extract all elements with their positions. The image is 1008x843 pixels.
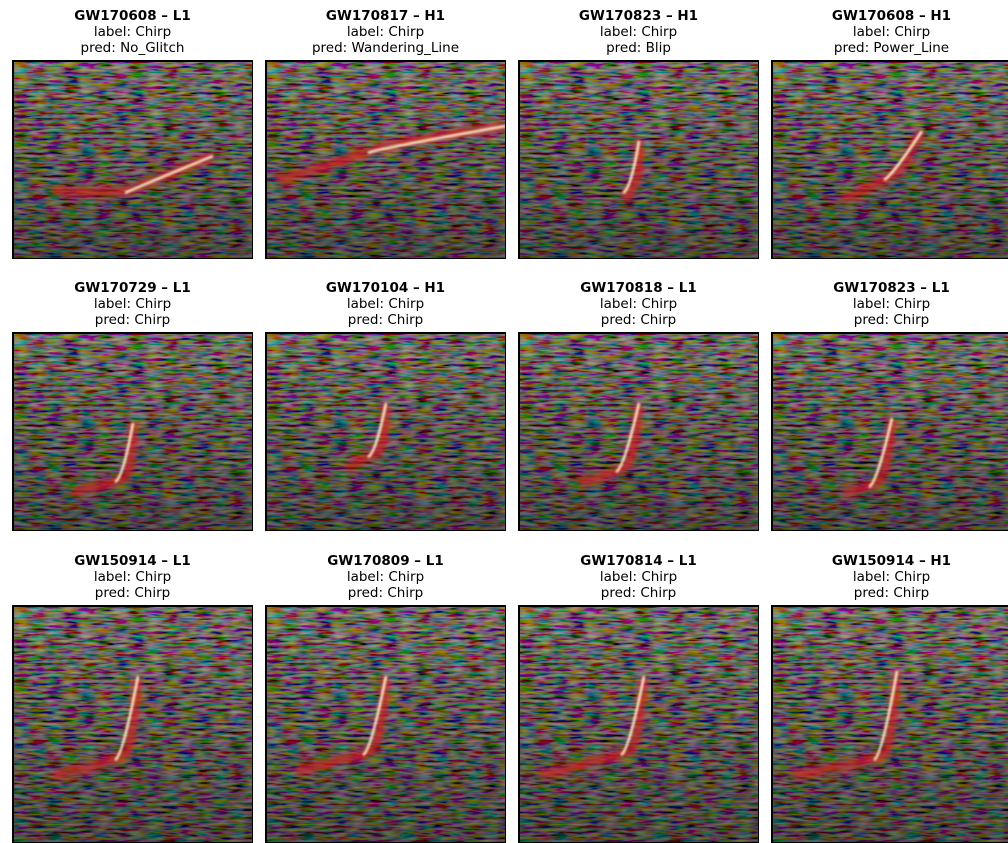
panel-title: GW170823 – L1 bbox=[771, 280, 1008, 296]
panel-title: GW170818 – L1 bbox=[518, 280, 759, 296]
spectrogram bbox=[12, 605, 253, 843]
panel-title: GW150914 – L1 bbox=[12, 553, 253, 569]
panel-pred: pred: Chirp bbox=[518, 585, 759, 601]
panel-label: label: Chirp bbox=[518, 296, 759, 312]
panel-label: label: Chirp bbox=[518, 569, 759, 585]
spectrogram bbox=[771, 60, 1008, 259]
panel-label: label: Chirp bbox=[12, 24, 253, 40]
panel-label: label: Chirp bbox=[12, 569, 253, 585]
shade bbox=[772, 61, 1008, 259]
shade bbox=[13, 61, 253, 259]
panel-label: label: Chirp bbox=[771, 296, 1008, 312]
panel-title: GW170817 – H1 bbox=[265, 8, 506, 24]
spectrogram bbox=[12, 332, 253, 531]
panel-label: label: Chirp bbox=[771, 569, 1008, 585]
spectrogram bbox=[518, 332, 759, 531]
shade bbox=[266, 61, 506, 259]
panel-label: label: Chirp bbox=[265, 569, 506, 585]
spectrogram bbox=[518, 60, 759, 259]
panel-pred: pred: Blip bbox=[518, 40, 759, 56]
panel-pred: pred: Chirp bbox=[771, 312, 1008, 328]
panel-title: GW170729 – L1 bbox=[12, 280, 253, 296]
spectrogram bbox=[771, 332, 1008, 531]
panel-label: label: Chirp bbox=[771, 24, 1008, 40]
panel-title: GW170104 – H1 bbox=[265, 280, 506, 296]
panel-title: GW170823 – H1 bbox=[518, 8, 759, 24]
panel-title: GW170809 – L1 bbox=[265, 553, 506, 569]
spectrogram bbox=[265, 60, 506, 259]
spectrogram bbox=[265, 605, 506, 843]
panel-label: label: Chirp bbox=[12, 296, 253, 312]
panel-label: label: Chirp bbox=[265, 296, 506, 312]
panel-pred: pred: Chirp bbox=[12, 585, 253, 601]
panel-title: GW150914 – H1 bbox=[771, 553, 1008, 569]
panel-pred: pred: Chirp bbox=[265, 312, 506, 328]
panel-pred: pred: Chirp bbox=[265, 585, 506, 601]
panel-label: label: Chirp bbox=[265, 24, 506, 40]
panel-title: GW170608 – H1 bbox=[771, 8, 1008, 24]
panel-pred: pred: Power_Line bbox=[771, 40, 1008, 56]
panel-pred: pred: Chirp bbox=[771, 585, 1008, 601]
panel-pred: pred: No_Glitch bbox=[12, 40, 253, 56]
panel-title: GW170608 – L1 bbox=[12, 8, 253, 24]
shade bbox=[266, 606, 506, 843]
panel-pred: pred: Wandering_Line bbox=[265, 40, 506, 56]
panel-title: GW170814 – L1 bbox=[518, 553, 759, 569]
spectrogram bbox=[265, 332, 506, 531]
spectrogram bbox=[12, 60, 253, 259]
spectrogram bbox=[518, 605, 759, 843]
panel-pred: pred: Chirp bbox=[518, 312, 759, 328]
panel-pred: pred: Chirp bbox=[12, 312, 253, 328]
spectrogram bbox=[771, 605, 1008, 843]
panel-label: label: Chirp bbox=[518, 24, 759, 40]
